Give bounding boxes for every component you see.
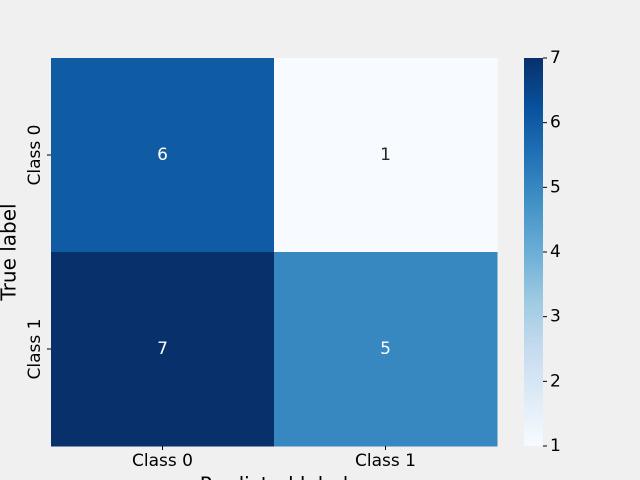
colorbar-tick-label: 4 <box>550 242 561 262</box>
x-tick-label: Class 0 <box>132 451 193 471</box>
colorbar-tick-label: 7 <box>550 48 561 68</box>
heatmap-cell <box>51 58 275 253</box>
cell-label: 7 <box>157 339 168 359</box>
cell-label: 6 <box>157 145 168 165</box>
y-tick-label: Class 1 <box>25 319 45 380</box>
y-tick-label: Class 0 <box>25 125 45 186</box>
heatmap-cell <box>51 252 275 447</box>
colorbar-tick-label: 6 <box>550 113 561 133</box>
heatmap-cell <box>274 58 498 253</box>
cell-label: 5 <box>380 339 391 359</box>
heatmap-cell <box>274 252 498 447</box>
y-axis-title: True label <box>0 203 21 301</box>
colorbar-tick-label: 2 <box>550 371 561 391</box>
colorbar-tick-label: 1 <box>550 436 561 456</box>
colorbar <box>524 58 543 446</box>
x-axis-title: Predicted label <box>200 473 349 480</box>
cell-label: 1 <box>380 145 391 165</box>
colorbar-tick-label: 5 <box>550 177 561 197</box>
colorbar-tick-label: 3 <box>550 307 561 327</box>
x-tick-label: Class 1 <box>355 451 416 471</box>
